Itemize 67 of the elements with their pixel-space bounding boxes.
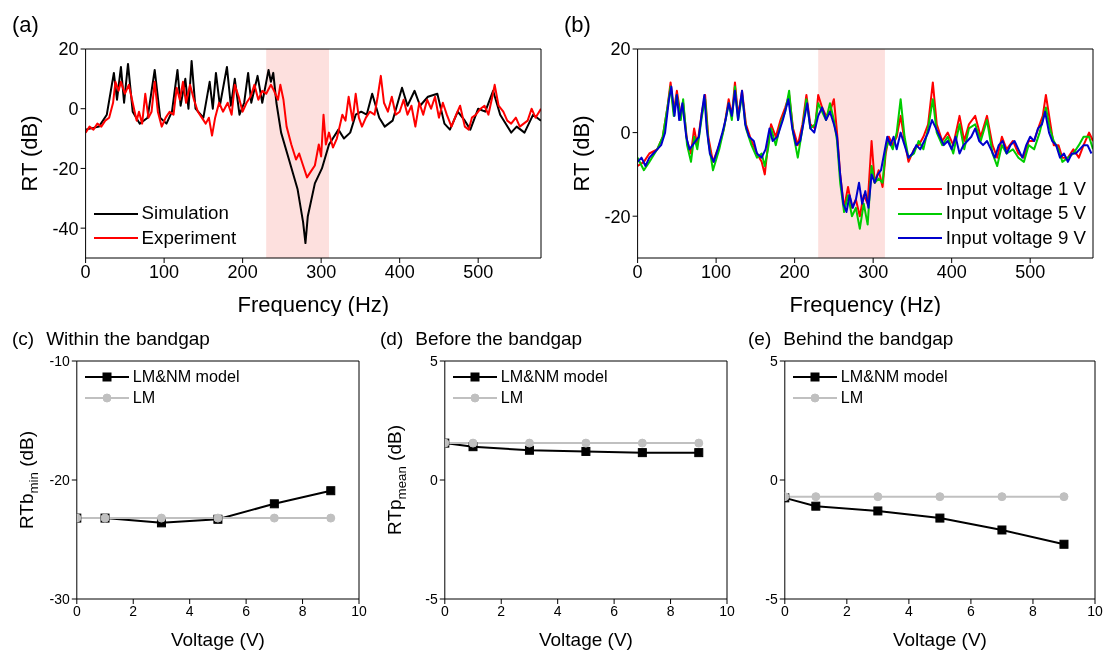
y-axis-title: RT (dB) xyxy=(16,115,41,192)
x-tick-label: 4 xyxy=(553,602,562,619)
text: (e) xyxy=(748,328,772,350)
x-axis-title: Frequency (Hz) xyxy=(789,292,942,317)
text: (b) xyxy=(564,12,591,38)
y-tick-label: -20 xyxy=(52,158,79,179)
y-axis-title: RT (dB) xyxy=(568,115,593,192)
text: (a) xyxy=(12,12,39,38)
legend-label: LM&NM model xyxy=(500,366,608,387)
legend-label: Input voltage 5 V xyxy=(945,201,1086,226)
legend-label: LM xyxy=(840,387,864,408)
x-tick-label: 6 xyxy=(967,602,976,619)
y-tick-label: 20 xyxy=(58,39,79,60)
x-tick-label: 10 xyxy=(1087,602,1103,619)
x-tick-label: 200 xyxy=(779,261,810,282)
x-tick-label: 10 xyxy=(351,602,367,619)
x-axis-title: Frequency (Hz) xyxy=(237,292,390,317)
y-tick-label: -5 xyxy=(765,590,779,607)
x-tick-label: 8 xyxy=(666,602,675,619)
y-tick-label: -5 xyxy=(425,590,439,607)
x-tick-label: 6 xyxy=(242,602,251,619)
x-tick-label: 300 xyxy=(858,261,889,282)
legend-label: LM&NM model xyxy=(840,366,948,387)
x-axis-title: Voltage (V) xyxy=(538,629,633,650)
chart-title: Behind the bandgap xyxy=(783,328,954,350)
y-tick-label: -20 xyxy=(49,471,71,488)
y-tick-label: -40 xyxy=(52,218,79,239)
y-tick-label: 0 xyxy=(770,471,778,488)
legend-label: LM&NM model xyxy=(132,366,240,387)
x-tick-label: 2 xyxy=(497,602,506,619)
y-tick-label: 0 xyxy=(430,471,438,488)
y-tick-label: 5 xyxy=(430,352,438,369)
text: (d) xyxy=(380,328,404,350)
x-tick-label: 8 xyxy=(298,602,307,619)
text: (c) xyxy=(12,328,35,350)
legend-label: Input voltage 1 V xyxy=(945,177,1086,202)
x-tick-label: 4 xyxy=(185,602,194,619)
x-tick-label: 500 xyxy=(463,261,494,282)
x-axis-title: Voltage (V) xyxy=(170,629,265,650)
y-tick-label: 0 xyxy=(620,122,631,143)
y-tick-label: 5 xyxy=(770,352,778,369)
y-tick-label: 0 xyxy=(68,99,79,120)
y-tick-label: -10 xyxy=(49,352,71,369)
chart-title: Before the bandgap xyxy=(415,328,583,350)
x-tick-label: 300 xyxy=(306,261,337,282)
y-tick-label: -20 xyxy=(604,206,631,227)
y-tick-label: -30 xyxy=(49,590,71,607)
chart-title: Within the bandgap xyxy=(46,328,210,350)
x-tick-label: 200 xyxy=(227,261,258,282)
legend-label: LM xyxy=(500,387,524,408)
x-tick-label: 4 xyxy=(904,602,913,619)
x-tick-label: 10 xyxy=(719,602,735,619)
y-tick-label: 20 xyxy=(610,39,631,60)
x-axis-title: Voltage (V) xyxy=(892,629,987,650)
legend-label: Experiment xyxy=(141,225,237,250)
x-tick-label: 500 xyxy=(1015,261,1046,282)
legend-label: Input voltage 9 V xyxy=(945,225,1086,250)
x-tick-label: 400 xyxy=(384,261,415,282)
x-tick-label: 400 xyxy=(936,261,967,282)
x-tick-label: 2 xyxy=(842,602,851,619)
x-tick-label: 100 xyxy=(149,261,180,282)
legend-label: Simulation xyxy=(141,201,229,226)
legend-label: LM xyxy=(132,387,156,408)
x-tick-label: 2 xyxy=(129,602,138,619)
x-tick-label: 6 xyxy=(610,602,619,619)
x-tick-label: 100 xyxy=(701,261,732,282)
x-tick-label: 8 xyxy=(1029,602,1038,619)
